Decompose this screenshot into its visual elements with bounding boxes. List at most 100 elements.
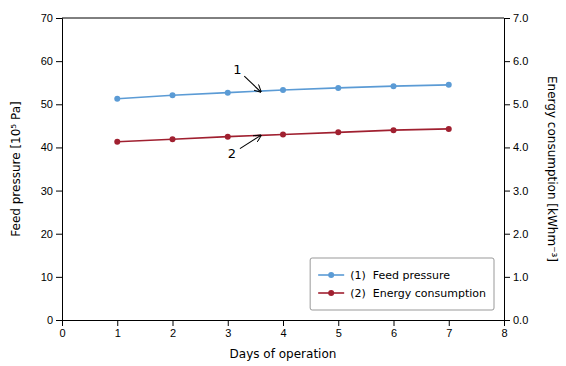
tick: 50 xyxy=(41,98,62,110)
data-point xyxy=(391,83,397,89)
tick-mark xyxy=(394,320,395,326)
data-point xyxy=(225,134,231,140)
data-point xyxy=(391,127,397,133)
tick: 2.0 xyxy=(504,228,528,240)
tick: 0 xyxy=(59,320,65,339)
tick-label: 70 xyxy=(41,12,53,24)
legend-label: (1) Feed pressure xyxy=(350,269,450,282)
tick-mark xyxy=(117,320,118,326)
legend-marker xyxy=(328,290,334,296)
tick-mark xyxy=(56,18,62,19)
data-point xyxy=(225,90,231,96)
tick: 0 xyxy=(47,314,62,326)
legend-item: (1) Feed pressure xyxy=(318,269,450,282)
tick: 20 xyxy=(41,228,62,240)
tick-mark xyxy=(449,320,450,326)
legend: (1) Feed pressure (2) Energy consumption xyxy=(310,258,494,310)
y-axis: 0 10 20 30 40 50 60 70 xyxy=(41,12,63,326)
tick-mark xyxy=(56,320,62,321)
chart: 0 1 2 3 4 5 6 7 8 0 10 20 30 40 50 60 70 0.0 1.0 2.0 3.0 4.0 5… xyxy=(0,0,566,366)
tick-label: 10 xyxy=(41,271,53,283)
data-point xyxy=(170,136,176,142)
annotation-arrow xyxy=(240,135,261,148)
axis-line xyxy=(63,321,505,327)
series-line xyxy=(117,85,449,99)
tick: 30 xyxy=(41,185,62,197)
tick: 40 xyxy=(41,141,62,153)
data-point xyxy=(446,126,452,132)
tick: 1.0 xyxy=(504,271,528,283)
tick-label: 0.0 xyxy=(513,314,528,326)
tick-label: 6.0 xyxy=(513,55,528,67)
tick-mark xyxy=(504,147,510,148)
tick-label: 20 xyxy=(41,228,53,240)
tick: 1 xyxy=(115,320,121,339)
tick-mark xyxy=(56,61,62,62)
tick-label: 5 xyxy=(336,327,342,339)
annotation: 2 xyxy=(228,146,236,161)
tick-label: 2.0 xyxy=(513,228,528,240)
y2-axis: 0.0 1.0 2.0 3.0 4.0 5.0 6.0 7.0 xyxy=(504,12,528,326)
tick: 4.0 xyxy=(504,141,528,153)
tick: 7.0 xyxy=(504,12,528,24)
legend-marker xyxy=(328,272,334,278)
axis-line xyxy=(505,19,511,321)
legend-box xyxy=(310,258,494,310)
tick-mark xyxy=(504,234,510,235)
data-point xyxy=(114,139,120,145)
tick: 3 xyxy=(225,320,231,339)
tick-label: 8 xyxy=(501,327,507,339)
tick-mark xyxy=(504,104,510,105)
tick-mark xyxy=(173,320,174,326)
annotation: 1 xyxy=(233,62,241,77)
tick-label: 1.0 xyxy=(513,271,528,283)
annotation-arrow xyxy=(244,76,261,92)
tick-mark xyxy=(504,277,510,278)
plot-area: 0 1 2 3 4 5 6 7 8 0 10 20 30 40 50 60 70 0.0 1.0 2.0 3.0 4.0 5… xyxy=(9,12,559,361)
tick-mark xyxy=(56,234,62,235)
tick: 8 xyxy=(501,320,507,339)
tick: 0.0 xyxy=(504,314,528,326)
tick-label: 0 xyxy=(47,314,53,326)
tick-label: 1 xyxy=(115,327,121,339)
data-point xyxy=(446,82,452,88)
tick-mark xyxy=(338,320,339,326)
tick-label: 2 xyxy=(170,327,176,339)
tick-label: 0 xyxy=(59,327,65,339)
data-point xyxy=(280,131,286,137)
tick-mark xyxy=(56,191,62,192)
y2-axis-title: Energy consumption [kWhm⁻³] xyxy=(545,76,559,262)
x-axis-title: Days of operation xyxy=(230,347,337,361)
data-point xyxy=(170,92,176,98)
tick-mark xyxy=(504,320,510,321)
legend-label: (2) Energy consumption xyxy=(350,287,486,300)
tick-label: 4.0 xyxy=(513,141,528,153)
tick-label: 3 xyxy=(225,327,231,339)
data-point xyxy=(335,85,341,91)
tick-mark xyxy=(504,18,510,19)
tick-label: 4 xyxy=(280,327,286,339)
tick-mark xyxy=(56,277,62,278)
tick: 2 xyxy=(170,320,176,339)
tick: 4 xyxy=(280,320,286,339)
tick-mark xyxy=(56,147,62,148)
series-line xyxy=(117,129,449,142)
tick-label: 7 xyxy=(446,327,452,339)
tick-mark xyxy=(56,104,62,105)
tick: 6 xyxy=(391,320,397,339)
tick: 5.0 xyxy=(504,98,528,110)
plot-frame xyxy=(62,18,504,19)
tick: 6.0 xyxy=(504,55,528,67)
tick: 60 xyxy=(41,55,62,67)
tick: 5 xyxy=(336,320,342,339)
tick-label: 30 xyxy=(41,185,53,197)
tick-mark xyxy=(504,61,510,62)
tick-mark xyxy=(228,320,229,326)
tick: 7 xyxy=(446,320,452,339)
data-point xyxy=(335,129,341,135)
tick: 70 xyxy=(41,12,62,24)
y-axis-title: Feed pressure [10⁵ Pa] xyxy=(9,101,23,236)
tick: 10 xyxy=(41,271,62,283)
tick: 3.0 xyxy=(504,185,528,197)
tick-mark xyxy=(504,191,510,192)
